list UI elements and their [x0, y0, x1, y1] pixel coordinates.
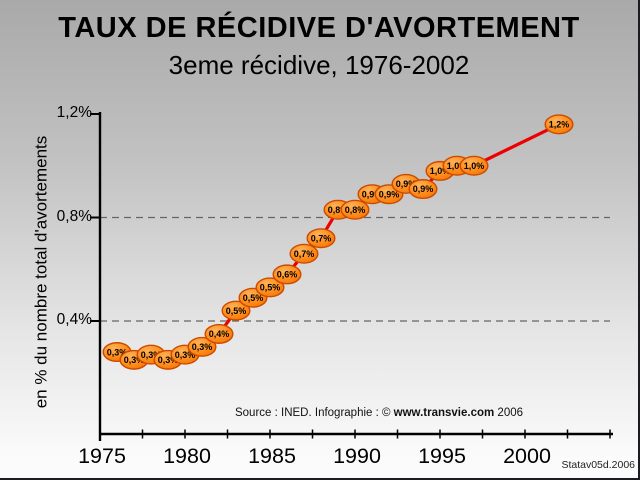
data-point-marker: [544, 114, 574, 135]
data-point-label: 0,9%: [362, 189, 383, 199]
data-point-label: 0,8%: [345, 205, 366, 215]
data-point-marker: [459, 155, 489, 176]
data-point-label: 1,0%: [464, 161, 485, 171]
data-point-marker: [289, 243, 319, 264]
chart-subtitle: 3eme récidive, 1976-2002: [168, 50, 470, 80]
x-tick-label: 1980: [163, 444, 211, 468]
data-point-label: 1,2%: [549, 120, 570, 130]
x-tick-label: 1985: [248, 444, 296, 468]
data-point-marker: [187, 336, 217, 357]
data-point-label: 0,3%: [158, 355, 179, 365]
y-tick-label: 0,4%: [56, 311, 92, 328]
data-point-label: 0,3%: [141, 350, 162, 360]
source-credit-site: www.transvie.com: [393, 407, 495, 419]
data-point-label: 0,3%: [124, 355, 145, 365]
data-point-label: 0,7%: [294, 249, 315, 259]
data-point-label: 0,8%: [328, 205, 349, 215]
data-point-marker: [221, 300, 251, 321]
data-point-marker: [204, 323, 234, 344]
data-point-marker: [340, 199, 370, 220]
data-point-marker: [255, 277, 285, 298]
data-point-marker: [272, 264, 302, 285]
data-point-label: 0,9%: [379, 189, 400, 199]
data-point-label: 0,3%: [175, 350, 196, 360]
data-line: [116, 122, 560, 362]
source-credit-year: 2006: [494, 407, 524, 419]
data-point-label: 0,6%: [277, 270, 298, 280]
x-tick-label: 1975: [78, 444, 126, 468]
data-point-label: 0,9%: [413, 184, 434, 194]
data-point-marker: [408, 179, 438, 200]
data-point-label: 1,0%: [447, 161, 468, 171]
source-credit-prefix: Source : INED. Infographie : ©: [234, 407, 394, 419]
y-tick-label: 0,8%: [56, 207, 92, 225]
data-point-label: 0,3%: [192, 342, 213, 352]
data-point-label: 0,5%: [260, 283, 281, 293]
data-point-label: 1,0%: [430, 166, 451, 176]
data-point-label: 0,9%: [396, 179, 417, 189]
chart-title: TAUX DE RÉCIDIVE D'AVORTEMENT: [58, 12, 580, 44]
x-tick-label: 1990: [333, 444, 381, 468]
data-point-label: 0,4%: [209, 329, 230, 339]
data-point-label: 0,5%: [243, 293, 264, 303]
data-point-label: 0,5%: [226, 306, 247, 316]
x-tick-label: 2000: [503, 444, 551, 468]
y-tick-label: 1,2%: [56, 104, 92, 121]
data-point-label: 0,7%: [311, 233, 332, 243]
x-tick-label: 1995: [418, 444, 466, 468]
source-credit: Source : INED. Infographie : © www.trans…: [235, 407, 523, 419]
data-point-marker: [306, 228, 336, 249]
watermark: Statav05d.2006: [561, 459, 635, 471]
data-point-label: 0,3%: [107, 347, 128, 357]
